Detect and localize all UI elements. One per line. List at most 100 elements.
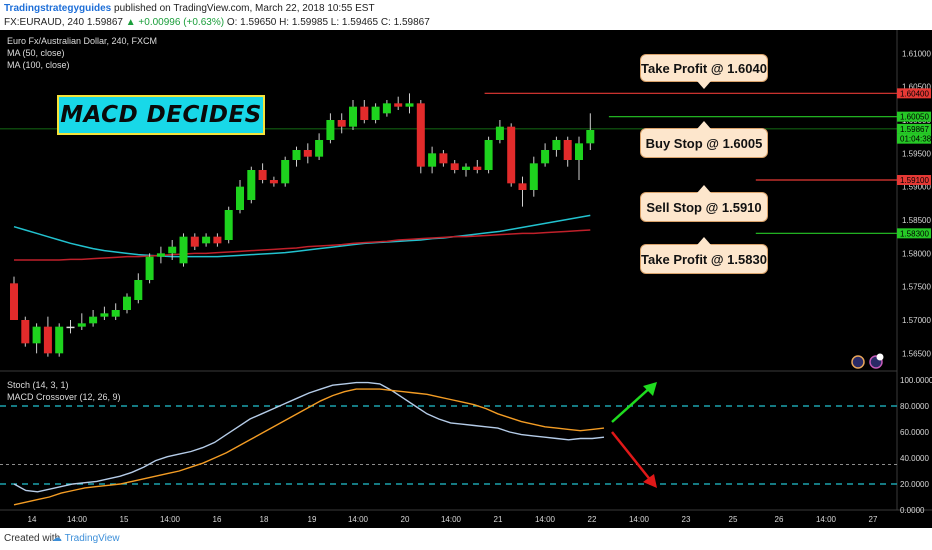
author-link[interactable]: Tradingstrategyguides xyxy=(4,3,112,14)
candle-body xyxy=(32,326,41,344)
settings-icon[interactable] xyxy=(851,355,865,369)
candle-body xyxy=(190,236,199,247)
macd-label[interactable]: MACD Crossover (12, 26, 9) xyxy=(7,392,121,402)
stoch-line xyxy=(13,381,605,493)
macd-line xyxy=(13,388,605,506)
time-tick-label: 21 xyxy=(494,515,503,524)
osc-tick-label: 100.0000 xyxy=(900,376,932,385)
candle-body xyxy=(586,130,595,144)
candle-body xyxy=(484,140,493,170)
candle-body xyxy=(326,120,335,140)
candle-body xyxy=(450,163,459,170)
symbol-label: FX:EURAUD, 240 xyxy=(4,17,85,28)
chart-area[interactable]: 1.610001.605001.600001.595001.590001.585… xyxy=(0,30,932,528)
time-tick-label: 26 xyxy=(775,515,784,524)
time-tick-label: 14:00 xyxy=(348,515,369,524)
price-label-box xyxy=(897,88,931,99)
sell-stop-callout: Sell Stop @ 1.5910 xyxy=(640,185,768,222)
candle-body xyxy=(575,143,583,160)
candle-body xyxy=(382,103,391,114)
price-tick-label: 1.58500 xyxy=(902,216,931,225)
notification-icon[interactable] xyxy=(876,353,884,361)
price-label-box xyxy=(897,228,931,239)
candle-body xyxy=(66,326,75,329)
osc-tick-label: 0.0000 xyxy=(900,506,925,515)
candle-body xyxy=(529,163,538,190)
price-tick-label: 1.57500 xyxy=(902,283,931,292)
candle-body xyxy=(168,246,177,254)
time-tick-label: 14 xyxy=(28,515,37,524)
tradingview-link[interactable]: ☁ TradingView xyxy=(52,533,120,544)
price-tick-label: 1.58000 xyxy=(902,249,931,258)
created-with-text: Created with xyxy=(4,533,61,544)
candle-body xyxy=(303,150,312,157)
candle-body xyxy=(563,140,572,160)
time-tick-label: 22 xyxy=(588,515,597,524)
price-change: ▲ +0.00996 (+0.63%) xyxy=(125,17,225,28)
candle-body xyxy=(371,106,380,120)
oscillator-pane: 100.0000 80.0000 60.0000 40.0000 20.0000 0.00… xyxy=(0,376,932,515)
time-tick-label: 14:00 xyxy=(816,515,837,524)
stoch-label[interactable]: Stoch (14, 3, 1) xyxy=(7,380,69,390)
gear-icons[interactable] xyxy=(851,353,884,369)
candle-body xyxy=(258,170,267,180)
candle-body xyxy=(202,236,211,244)
price-label-text: 1.60400 xyxy=(900,89,929,98)
price-tick-label: 1.60500 xyxy=(902,83,931,92)
price-label-text: 1.59867 xyxy=(900,125,929,134)
candle-body xyxy=(145,256,154,280)
price-tick-label: 1.59500 xyxy=(902,149,931,158)
time-tick-label: 27 xyxy=(869,515,878,524)
sell-stop-label: Sell Stop @ 1.5910 xyxy=(646,199,762,215)
instrument-label: Euro Fx/Australian Dollar, 240, FXCM xyxy=(7,36,158,46)
time-axis[interactable]: 14 14:00 15 14:00 16 18 19 14:00 20 14:00 21 14:00 2… xyxy=(28,515,878,524)
price-tick-label: 1.57000 xyxy=(902,316,931,325)
candles xyxy=(10,93,595,357)
candle-body xyxy=(337,120,346,127)
brand-label: TradingView xyxy=(64,533,120,544)
candle-body xyxy=(21,320,30,344)
price-label-text: 1.59100 xyxy=(900,176,929,185)
down-arrow-head xyxy=(643,474,657,488)
price-label-text: 1.60050 xyxy=(900,113,929,122)
price-label-box xyxy=(897,133,931,144)
buy-stop-label: Buy Stop @ 1.6005 xyxy=(645,135,763,151)
candle-body xyxy=(213,236,222,244)
candle-body xyxy=(281,160,290,184)
osc-tick-label: 80.0000 xyxy=(900,402,929,411)
ma50-label[interactable]: MA (50, close) xyxy=(7,48,65,58)
time-tick-label: 15 xyxy=(120,515,129,524)
take-profit-top-callout: Take Profit @ 1.6040 xyxy=(640,54,768,89)
candle-body xyxy=(55,326,64,354)
ma100-label[interactable]: MA (100, close) xyxy=(7,60,70,70)
candle-body xyxy=(495,126,504,140)
publish-line: Tradingstrategyguides published on Tradi… xyxy=(4,3,375,14)
candle-body xyxy=(292,150,301,160)
candle-body xyxy=(77,323,86,327)
time-tick-label: 18 xyxy=(260,515,269,524)
candle-body xyxy=(473,166,482,170)
candle-body xyxy=(89,316,98,324)
published-text: published on TradingView.com, March 22, … xyxy=(114,3,375,14)
candle-body xyxy=(518,183,527,190)
moving-averages xyxy=(13,214,591,261)
last-price: 1.59867 xyxy=(86,17,123,28)
time-tick-label: 14:00 xyxy=(67,515,88,524)
price-axis[interactable]: 1.610001.605001.600001.595001.590001.585… xyxy=(897,49,932,358)
ma100-line xyxy=(13,214,591,258)
price-tick-label: 1.56500 xyxy=(902,349,931,358)
candle-body xyxy=(156,253,165,257)
osc-tick-label: 40.0000 xyxy=(900,454,929,463)
time-tick-label: 14:00 xyxy=(535,515,556,524)
ohlc-values: O: 1.59650 H: 1.59985 L: 1.59465 C: 1.59… xyxy=(226,17,430,28)
time-tick-label: 14:00 xyxy=(441,515,462,524)
time-tick-label: 14:00 xyxy=(160,515,181,524)
grid xyxy=(0,30,932,511)
up-arrow-head xyxy=(643,382,657,396)
candle-body xyxy=(123,296,131,310)
time-tick-label: 19 xyxy=(308,515,317,524)
candle-body xyxy=(439,153,448,164)
chart-svg[interactable]: 1.610001.605001.600001.595001.590001.585… xyxy=(0,30,932,528)
time-tick-label: 25 xyxy=(729,515,738,524)
candle-body xyxy=(462,166,470,170)
